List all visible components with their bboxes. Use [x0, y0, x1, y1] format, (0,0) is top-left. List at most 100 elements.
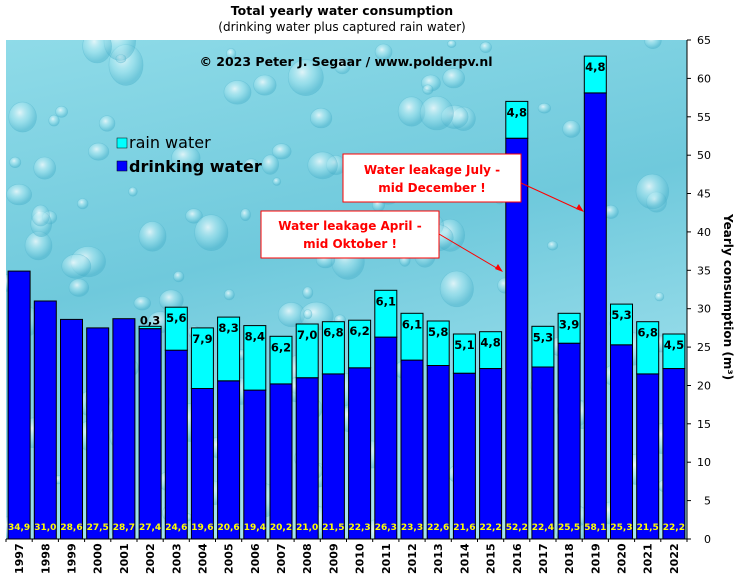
bar-drinking-water-2004 [190, 388, 214, 540]
annotation-box [260, 210, 440, 259]
bar-label-group: 34,9 31,0 28,6 27,5 28,7 0,3 27,4 5,6 24,6 7,9 19,… [8, 60, 685, 533]
data-label-drinking-water-2007: 20,2 [270, 523, 292, 533]
data-label-drinking-water-2022: 22,2 [663, 523, 685, 533]
bar-rain-water-2018 [557, 312, 581, 344]
legend-label-rain-water: rain water [129, 133, 211, 152]
bar-drinking-water-2008 [295, 377, 319, 540]
water-drop [226, 48, 237, 60]
bar-rain-water-2010 [348, 319, 372, 369]
water-drop [68, 278, 90, 297]
water-drop [442, 68, 466, 89]
bar-drinking-water-1998 [33, 300, 57, 540]
legend-label-drinking-water: drinking water [129, 157, 262, 176]
x-tick-label-2001: 2001 [118, 543, 131, 574]
y-tick-label-0: 0 [704, 533, 711, 546]
bar-drinking-water-2017 [531, 366, 555, 540]
water-drop [287, 59, 324, 96]
water-drop [76, 198, 89, 210]
copyright-text: © 2023 Peter J. Segaar / www.polderpv.nl [199, 54, 492, 69]
x-tick-label-2018: 2018 [563, 543, 576, 574]
x-tick-label-2016: 2016 [511, 543, 524, 574]
x-tick-label-2019: 2019 [589, 543, 602, 574]
bar-drinking-water-2007 [269, 383, 293, 540]
y-axis-label: Yearly consumption (m³) [721, 213, 735, 380]
water-drop [223, 289, 235, 301]
water-drop [374, 43, 393, 61]
water-drop [9, 156, 22, 168]
data-label-rain-water-2017: 5,3 [533, 330, 553, 344]
data-label-drinking-water-1999: 28,6 [60, 523, 82, 533]
water-drop [635, 173, 670, 210]
data-label-rain-water-2021: 6,8 [638, 326, 658, 340]
bar-rain-water-2012 [400, 312, 424, 361]
data-label-rain-water-2006: 8,4 [245, 330, 265, 344]
data-label-rain-water-2011: 6,1 [376, 294, 396, 308]
bar-drinking-water-2015 [479, 368, 503, 540]
water-drop [307, 151, 338, 180]
water-drop [261, 154, 279, 175]
water-drop [422, 84, 434, 95]
water-drop [240, 208, 251, 221]
x-tick-label-1997: 1997 [13, 543, 26, 574]
bar-drinking-water-2005 [217, 380, 241, 540]
y-axis: 0 5 10 15 20 25 30 35 40 45 50 55 60 65 [5, 34, 711, 546]
data-label-drinking-water-2013: 22,6 [427, 523, 449, 533]
x-tick-label-2014: 2014 [458, 543, 471, 574]
data-label-drinking-water-1997: 34,9 [8, 523, 30, 533]
water-drop [171, 145, 201, 171]
y-tick-label-30: 30 [697, 303, 711, 316]
x-tick-label-2022: 2022 [668, 543, 681, 574]
data-label-drinking-water-2004: 19,6 [191, 523, 213, 533]
legend: rain water drinking water [116, 133, 262, 176]
data-label-rain-water-2005: 8,3 [218, 321, 238, 335]
data-label-drinking-water-2016: 52,2 [506, 523, 528, 533]
y-tick-label-5: 5 [704, 495, 711, 508]
bar-rain-water-2002 [138, 325, 162, 330]
bar-drinking-water-2003 [164, 349, 188, 540]
data-label-rain-water-2008: 7,0 [297, 328, 317, 342]
bar-rain-water-2006 [243, 325, 267, 391]
bar-drinking-water-2020 [610, 344, 633, 540]
water-drop [562, 120, 581, 138]
annotation-arrow [438, 233, 501, 271]
water-drop [479, 41, 492, 53]
data-label-rain-water-2012: 6,1 [402, 317, 422, 331]
data-label-rain-water-2010: 6,2 [349, 324, 369, 338]
data-label-drinking-water-2012: 23,3 [401, 523, 423, 533]
x-tick-label-2021: 2021 [642, 543, 655, 574]
water-drop [82, 40, 112, 64]
bar-rain-water-2004 [190, 327, 214, 389]
data-label-drinking-water-2003: 24,6 [165, 523, 187, 533]
data-label-rain-water-2004: 7,9 [192, 332, 212, 346]
legend-swatch-drinking-water [116, 160, 128, 172]
water-drop [654, 292, 665, 302]
annotation-line-1: Water leakage July - [364, 163, 500, 177]
chart-title: Total yearly water consumption [231, 3, 453, 18]
bar-rain-water-2008 [295, 323, 319, 379]
data-label-drinking-water-2009: 21,5 [322, 523, 344, 533]
water-drop [272, 177, 282, 186]
data-label-rain-water-2022: 4,5 [664, 338, 684, 352]
x-tick-label-1998: 1998 [39, 543, 52, 574]
y-tick-label-45: 45 [697, 188, 711, 201]
y-tick-label-60: 60 [697, 72, 711, 85]
bar-drinking-water-2012 [400, 359, 424, 540]
x-tick-label-2011: 2011 [380, 543, 393, 574]
bar-drinking-water-2011 [374, 336, 398, 540]
water-drop [33, 156, 57, 180]
water-drop [55, 105, 68, 118]
bar-drinking-water-1997 [7, 270, 31, 540]
bar-drinking-water-2021 [636, 373, 660, 540]
data-label-drinking-water-2018: 25,5 [558, 523, 580, 533]
annotation-line-2: mid December ! [378, 181, 486, 195]
annotation-leakage-2019: Water leakage July - mid December ! [342, 153, 584, 212]
bar-rain-water-2022 [662, 333, 686, 369]
data-label-drinking-water-2005: 20,6 [217, 523, 239, 533]
y-tick-label-40: 40 [697, 226, 711, 239]
bar-drinking-water-2019 [583, 92, 607, 540]
bar-rain-water-2013 [426, 320, 450, 366]
water-drop [537, 102, 552, 114]
data-label-rain-water-2009: 6,8 [323, 326, 343, 340]
x-tick-label-2002: 2002 [144, 543, 157, 574]
annotation-box [342, 153, 522, 203]
